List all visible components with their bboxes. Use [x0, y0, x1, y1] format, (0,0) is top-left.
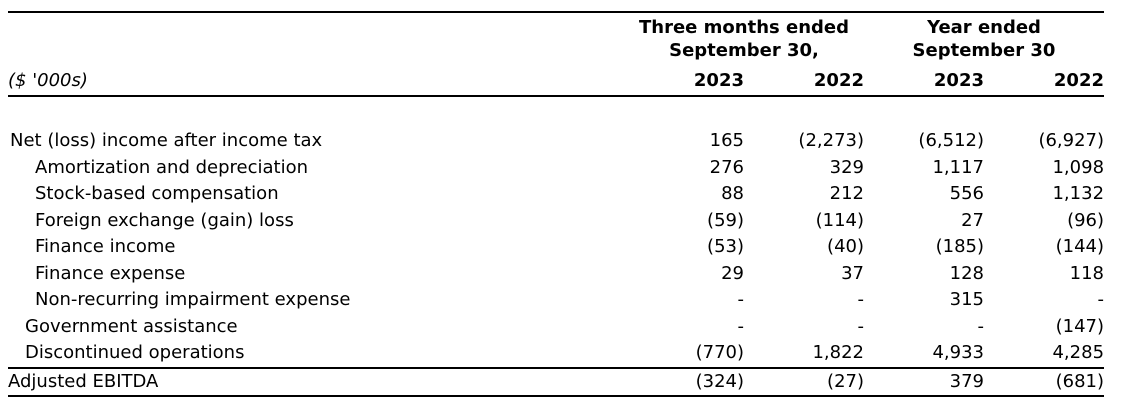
year-header-3mo-2022: 2022 — [744, 62, 864, 97]
column-group-three-months: Three months ended September 30, — [624, 12, 864, 62]
year-header-yr-2023: 2023 — [864, 62, 984, 97]
row-value: (6,927) — [1038, 130, 1105, 151]
row-label: Finance income — [35, 236, 176, 257]
group-label-line2: September 30 — [912, 40, 1056, 61]
spacer-row — [8, 96, 1104, 128]
total-row-value: 379 — [864, 367, 984, 397]
row-value: 4,933 — [864, 340, 984, 369]
row-value: - — [737, 289, 745, 310]
group-label-line1: Year ended — [927, 17, 1041, 38]
empty-header-cell — [8, 12, 624, 62]
table-footer: Adjusted EBITDA (324) (27) 379 (681) — [8, 367, 1105, 397]
row-label: Net (loss) income after income tax — [10, 130, 323, 151]
row-label: Amortization and depreciation — [35, 156, 308, 178]
row-value: 276 — [709, 156, 744, 178]
row-label: Non-recurring impairment expense — [35, 289, 351, 310]
row-value: 212 — [829, 183, 864, 204]
total-row-value: (681) — [984, 367, 1105, 397]
table-row: Non-recurring impairment expense - - 315… — [8, 287, 1104, 314]
adjusted-ebitda-reconciliation-table: Three months ended September 30, Year en… — [8, 11, 1105, 397]
column-group-header-row: Three months ended September 30, Year en… — [8, 12, 1104, 62]
row-value: 128 — [949, 262, 984, 284]
row-value: (40) — [827, 236, 864, 257]
row-value: (185) — [935, 236, 984, 257]
total-row-label: Adjusted EBITDA — [8, 367, 624, 397]
table-row: Finance income (53) (40) (185) (144) — [8, 234, 1104, 261]
row-value: - — [857, 289, 865, 310]
table-header: Three months ended September 30, Year en… — [8, 12, 1105, 97]
row-value: (6,512) — [918, 130, 984, 151]
row-value: 1,098 — [1052, 156, 1105, 178]
year-header-3mo-2023: 2023 — [624, 62, 744, 97]
row-value: 1,132 — [1052, 183, 1105, 204]
row-label: Foreign exchange (gain) loss — [35, 209, 294, 231]
row-value: 4,285 — [984, 340, 1105, 369]
row-value: (96) — [1067, 209, 1105, 231]
year-header-yr-2022: 2022 — [984, 62, 1105, 97]
row-label: Stock-based compensation — [35, 183, 279, 204]
table-row: Finance expense 29 37 128 118 — [8, 261, 1104, 288]
table-row: Discontinued operations (770) 1,822 4,93… — [8, 340, 1105, 369]
row-value: (114) — [815, 209, 864, 231]
group-label-line2: September 30, — [669, 40, 819, 61]
row-value: 118 — [1069, 262, 1105, 284]
table-row: Net (loss) income after income tax 165 (… — [8, 128, 1104, 155]
row-value: 1,117 — [932, 156, 984, 178]
row-value: 315 — [949, 289, 984, 310]
row-value: - — [977, 315, 985, 337]
row-value: (53) — [707, 236, 744, 257]
row-value: 88 — [721, 183, 744, 204]
total-row-adjusted-ebitda: Adjusted EBITDA (324) (27) 379 (681) — [8, 367, 1105, 397]
row-label: Government assistance — [25, 315, 238, 337]
row-value: 37 — [841, 262, 864, 284]
column-group-year-ended: Year ended September 30 — [864, 12, 1104, 62]
row-value: (59) — [707, 209, 744, 231]
year-header-row: ($ '000s) 2023 2022 2023 2022 — [8, 62, 1105, 97]
row-label: Discontinued operations — [8, 340, 624, 369]
total-row-value: (324) — [624, 367, 744, 397]
row-value: 556 — [949, 183, 984, 204]
row-value: 165 — [709, 130, 744, 151]
row-value: - — [1097, 289, 1105, 310]
row-value: (147) — [1055, 315, 1105, 337]
row-label: Finance expense — [35, 262, 186, 284]
row-value: (2,273) — [798, 130, 864, 151]
table-row: Government assistance - - - (147) — [8, 314, 1104, 341]
row-value: - — [857, 315, 865, 337]
row-value: - — [737, 315, 745, 337]
group-label-line1: Three months ended — [639, 17, 849, 38]
row-value: (770) — [624, 340, 744, 369]
table-body: Net (loss) income after income tax 165 (… — [8, 96, 1105, 369]
table-row: Amortization and depreciation 276 329 1,… — [8, 155, 1104, 182]
row-value: 27 — [961, 209, 984, 231]
row-value: 329 — [829, 156, 864, 178]
row-value: 1,822 — [744, 340, 864, 369]
total-row-value: (27) — [744, 367, 864, 397]
row-value: (144) — [1055, 236, 1105, 257]
table-row: Stock-based compensation 88 212 556 1,13… — [8, 181, 1104, 208]
row-value: 29 — [721, 262, 744, 284]
table-row: Foreign exchange (gain) loss (59) (114) … — [8, 208, 1104, 235]
unit-label: ($ '000s) — [8, 62, 624, 97]
